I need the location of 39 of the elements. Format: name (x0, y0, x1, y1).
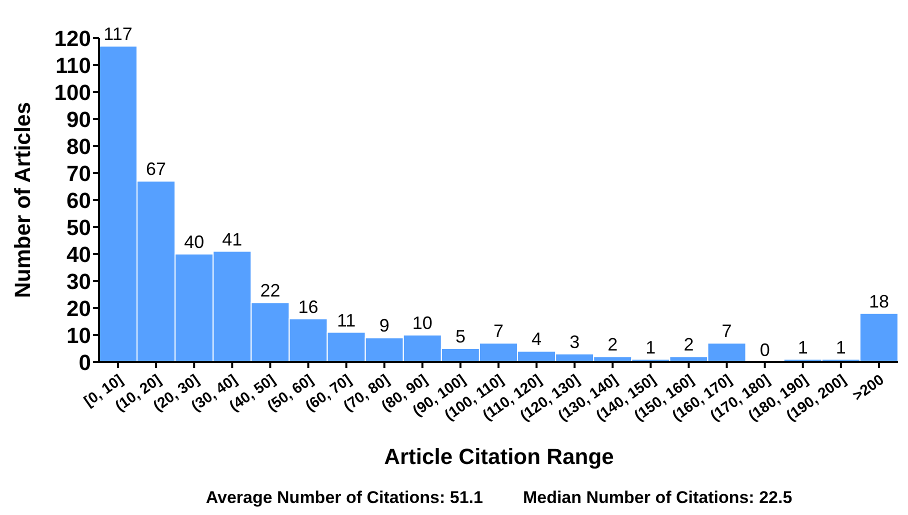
data-label: 4 (532, 329, 542, 350)
data-label: 9 (379, 316, 390, 336)
data-label: 1 (646, 337, 656, 358)
x-tick-label: >200 (850, 371, 888, 405)
y-tick-label: 100 (54, 80, 91, 105)
data-label: 16 (298, 296, 318, 317)
y-tick-label: 10 (66, 322, 91, 348)
data-label: 41 (222, 229, 242, 250)
x-axis-title: Article Citation Range (383, 444, 615, 470)
data-label: 5 (455, 326, 466, 346)
data-label: 117 (104, 24, 132, 44)
y-axis-title: Number of Articles (10, 102, 35, 298)
data-label: 2 (608, 334, 618, 355)
data-label: 40 (184, 232, 204, 252)
y-tick-label: 90 (66, 106, 91, 132)
y-tick-label: 30 (66, 268, 91, 294)
data-label: 7 (493, 321, 504, 342)
data-label: 2 (684, 334, 694, 355)
text: Median Number of Citations: 22.5 (522, 488, 792, 508)
data-label: 67 (146, 159, 166, 180)
y-tick-label: 20 (66, 296, 91, 321)
data-label: 18 (868, 291, 889, 312)
y-tick-label: 120 (54, 26, 91, 51)
data-label: 1 (836, 337, 846, 358)
text: Average Number of Citations: 51.1 (206, 488, 483, 508)
data-label: 7 (722, 321, 732, 342)
data-label: 10 (412, 313, 432, 333)
data-label: 11 (336, 310, 356, 330)
y-tick-label: 40 (66, 242, 91, 267)
data-label: 22 (260, 280, 280, 301)
y-tick-label: 80 (66, 134, 91, 159)
y-tick-label: 60 (66, 188, 91, 213)
y-tick-label: 0 (78, 350, 91, 375)
data-label: 0 (760, 340, 770, 360)
data-label: 1 (798, 337, 808, 358)
y-tick-label: 50 (66, 214, 91, 240)
y-tick-label: 70 (66, 160, 91, 186)
data-label: 3 (570, 332, 580, 352)
y-tick-label: 110 (56, 52, 91, 78)
